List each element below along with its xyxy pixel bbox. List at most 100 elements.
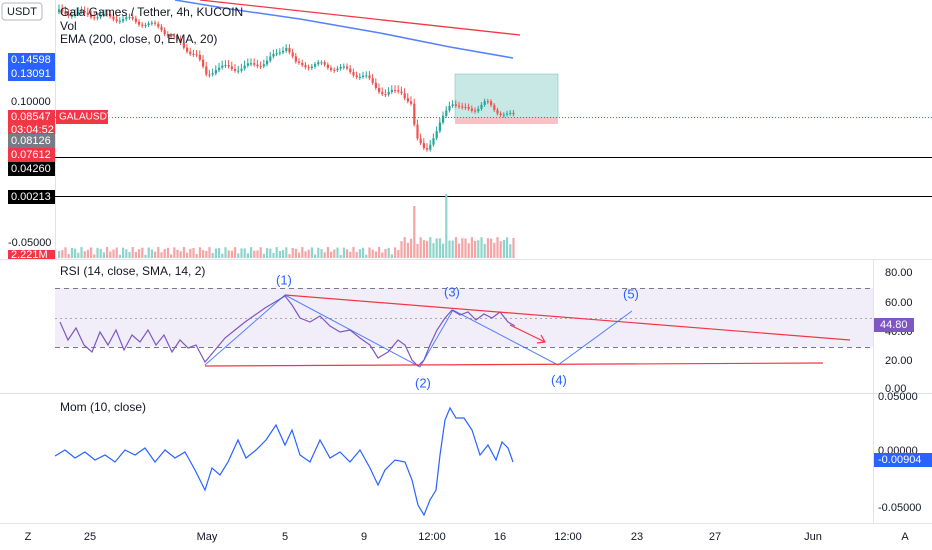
- volume-bar: [83, 251, 86, 258]
- scale-tag: [8, 190, 55, 204]
- candle-body: [182, 43, 185, 48]
- volume-bar: [259, 247, 262, 258]
- volume-bar: [150, 249, 153, 258]
- candle-body: [333, 69, 336, 71]
- candle-body: [451, 104, 454, 106]
- candle-body: [147, 23, 150, 26]
- volume-bar: [307, 249, 310, 258]
- candle-body: [96, 17, 99, 19]
- candle-body: [397, 90, 400, 92]
- auto-button[interactable]: A: [901, 531, 909, 543]
- volume-bar: [192, 247, 195, 258]
- countdown: 03:04:52: [11, 124, 54, 136]
- candle-body: [390, 90, 393, 92]
- candle-body: [483, 101, 486, 105]
- volume-bar: [256, 250, 259, 258]
- volume-bar: [160, 252, 163, 258]
- volume-bar: [387, 247, 390, 258]
- scale-tag: [8, 162, 55, 176]
- candle-body: [250, 63, 253, 65]
- candle-body: [253, 63, 256, 65]
- volume-bar: [506, 237, 509, 258]
- volume-bar: [205, 250, 208, 258]
- candle-body: [400, 91, 403, 94]
- volume-bar: [406, 242, 409, 258]
- scale-label: 0.00213: [11, 191, 51, 203]
- candle-body: [419, 138, 422, 144]
- volume-bar: [512, 237, 515, 258]
- volume-bar: [435, 238, 438, 258]
- volume-bar: [419, 237, 422, 258]
- candle-body: [285, 47, 288, 51]
- volume-bar: [323, 252, 326, 258]
- volume-bar: [240, 248, 243, 258]
- volume-bar: [317, 247, 320, 258]
- candle-body: [67, 14, 70, 16]
- candle-body: [355, 75, 358, 78]
- volume-bar: [118, 254, 121, 258]
- volume-bar: [80, 247, 83, 258]
- volume-bar: [310, 247, 313, 258]
- candle-body: [230, 66, 233, 69]
- volume-bar: [134, 251, 137, 258]
- candle-body: [157, 23, 160, 27]
- scale-tag: [8, 250, 55, 259]
- scale-label: 0.08547: [11, 111, 51, 123]
- volume-bar: [272, 252, 275, 258]
- currency: USDT: [7, 6, 37, 18]
- candle-body: [272, 53, 275, 57]
- candle-body: [176, 36, 179, 39]
- candle-body: [326, 64, 329, 68]
- volume-bar: [291, 247, 294, 258]
- time-label: 5: [282, 531, 288, 543]
- rsi-tick: 0.00: [885, 383, 906, 395]
- candle-body: [125, 17, 128, 20]
- volume-bar: [58, 250, 61, 258]
- candle-body: [461, 106, 464, 108]
- candle-body: [490, 101, 493, 106]
- candle-body: [467, 106, 470, 109]
- candle-body: [128, 16, 131, 18]
- time-label: 27: [709, 531, 721, 543]
- volume-bar: [426, 240, 429, 258]
- volume-bar: [371, 249, 374, 258]
- volume-bar: [141, 247, 144, 258]
- candle-body: [266, 60, 269, 65]
- volume-bar: [208, 247, 211, 258]
- volume-bar: [211, 253, 214, 258]
- candle-body: [458, 105, 461, 107]
- candle-body: [291, 52, 294, 57]
- zoom-button[interactable]: Z: [25, 531, 32, 543]
- volume-bar: [70, 248, 73, 258]
- volume-bar: [278, 251, 281, 258]
- volume-bar: [490, 238, 493, 258]
- scale-label: 2.221M: [11, 249, 48, 261]
- candle-body: [445, 110, 448, 116]
- time-label: 16: [494, 531, 506, 543]
- candle-body: [259, 66, 262, 68]
- candle-body: [208, 74, 211, 76]
- candle-body: [99, 15, 102, 18]
- volume-bar: [454, 237, 457, 258]
- candle-body: [493, 105, 496, 110]
- candle-body: [186, 47, 189, 52]
- volume-bar: [67, 254, 70, 258]
- scale-tag: [8, 53, 55, 67]
- candle-body: [470, 108, 473, 111]
- vol-legend: Vol: [60, 19, 77, 33]
- candle-body: [416, 124, 419, 139]
- volume-bar: [467, 243, 470, 258]
- wave-label: (5): [623, 286, 639, 301]
- volume-bar: [339, 254, 342, 258]
- volume-bar: [464, 238, 467, 258]
- volume-bar: [477, 240, 480, 258]
- currency-badge[interactable]: [1, 2, 43, 21]
- candle-body: [109, 14, 112, 17]
- volume-bar: [224, 247, 227, 258]
- volume-bar: [416, 243, 419, 258]
- scale-tag: [8, 110, 55, 138]
- candle-body: [336, 68, 339, 71]
- volume-bar: [115, 247, 118, 258]
- candle-body: [323, 62, 326, 65]
- symbol-title: Gala Games / Tether, 4h, KUCOIN: [60, 5, 243, 19]
